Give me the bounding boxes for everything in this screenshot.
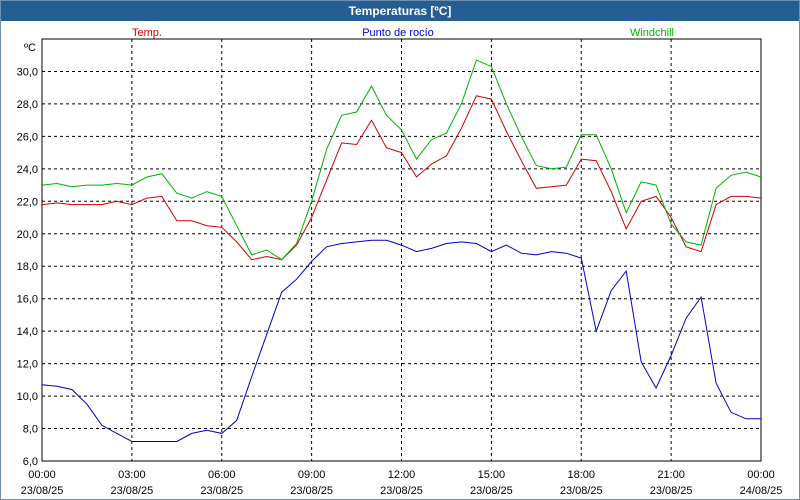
x-tick-date: 23/08/25 — [21, 485, 64, 497]
x-tick-date: 23/08/25 — [380, 485, 423, 497]
window-title: Temperaturas [ºC] — [1, 1, 799, 21]
legend: Temp. Punto de rocío Windchill — [132, 27, 674, 39]
y-axis-unit-label: ºC — [24, 42, 36, 54]
x-tick-date: 23/08/25 — [650, 485, 693, 497]
y-tick-label: 20,0 — [17, 229, 38, 241]
series-line-1 — [41, 239, 761, 442]
y-tick-label: 6,0 — [23, 456, 38, 468]
series-line-2 — [41, 59, 762, 261]
legend-entry: Punto de rocío — [362, 27, 434, 39]
series-line-0 — [41, 95, 762, 261]
x-tick-time: 06:00 — [208, 469, 236, 481]
y-tick-label: 14,0 — [17, 326, 38, 338]
legend-entry: Windchill — [630, 27, 674, 39]
plot-frame — [41, 38, 762, 462]
y-tick-label: 22,0 — [17, 196, 38, 208]
y-tick-label: 16,0 — [17, 294, 38, 306]
x-tick-date: 23/08/25 — [200, 485, 243, 497]
x-tick-time: 21:00 — [657, 469, 685, 481]
temperature-chart: 6,0 8,0 10,0 12,0 14,0 16,0 18,0 20,0 22,0 24,0 26… — [17, 27, 783, 497]
y-tick-label: 12,0 — [17, 359, 38, 371]
x-tick-date: 23/08/25 — [470, 485, 513, 497]
x-tick-labels: 00:00 23/08/25 03:00 23/08/25 06:00 23/08/25 0… — [21, 469, 783, 497]
x-tick-time: 09:00 — [298, 469, 326, 481]
y-tick-label: 28,0 — [17, 99, 38, 111]
x-tick-time: 03:00 — [118, 469, 146, 481]
x-tick-time: 12:00 — [388, 469, 416, 481]
x-tick-time: 00:00 — [28, 469, 56, 481]
x-tick-time: 18:00 — [567, 469, 595, 481]
y-tick-label: 8,0 — [23, 424, 38, 436]
series-lines — [41, 59, 762, 442]
x-tick-date: 23/08/25 — [560, 485, 603, 497]
legend-entry: Temp. — [132, 27, 162, 39]
chart-grid — [42, 39, 761, 461]
x-tick-date: 24/08/25 — [740, 485, 783, 497]
y-tick-label: 18,0 — [17, 261, 38, 273]
x-tick-date: 23/08/25 — [290, 485, 333, 497]
y-tick-label: 10,0 — [17, 391, 38, 403]
x-tick-time: 00:00 — [747, 469, 775, 481]
x-tick-time: 15:00 — [478, 469, 506, 481]
y-tick-labels: 6,0 8,0 10,0 12,0 14,0 16,0 18,0 20,0 22,0 24,0 26… — [17, 66, 38, 468]
y-tick-label: 24,0 — [17, 164, 38, 176]
x-tick-date: 23/08/25 — [110, 485, 153, 497]
y-tick-label: 26,0 — [17, 131, 38, 143]
y-tick-label: 30,0 — [17, 66, 38, 78]
